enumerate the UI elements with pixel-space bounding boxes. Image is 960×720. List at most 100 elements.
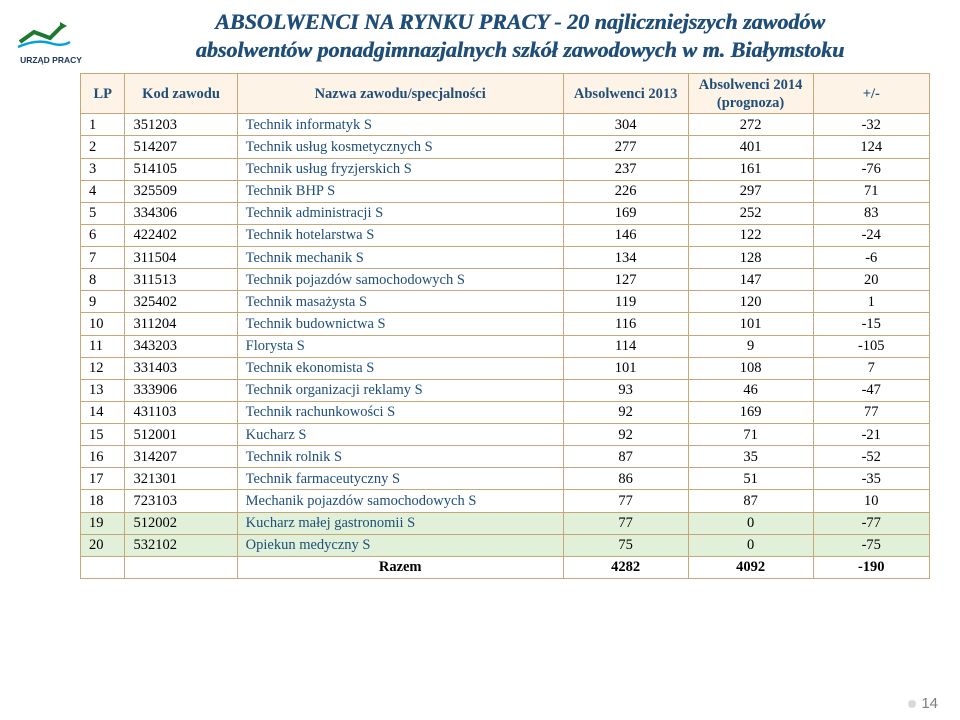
hdr-lp: LP xyxy=(81,74,125,114)
cell-code: 532102 xyxy=(125,534,237,556)
cell-delta: -32 xyxy=(813,114,929,136)
hdr-a2013: Absolwenci 2013 xyxy=(563,74,688,114)
table-row: 9325402Technik masażysta S1191201 xyxy=(81,291,930,313)
cell-code: 333906 xyxy=(125,379,237,401)
cell-lp: 1 xyxy=(81,114,125,136)
table-row: 19512002Kucharz małej gastronomii S770-7… xyxy=(81,512,930,534)
cell-total-b: 4092 xyxy=(688,556,813,578)
cell-a2014: 9 xyxy=(688,335,813,357)
table-row: 15512001Kucharz S9271-21 xyxy=(81,424,930,446)
cell-delta: -6 xyxy=(813,247,929,269)
cell-delta: -35 xyxy=(813,468,929,490)
cell-lp: 17 xyxy=(81,468,125,490)
cell-lp: 20 xyxy=(81,534,125,556)
cell-delta: -24 xyxy=(813,224,929,246)
cell-a2013: 304 xyxy=(563,114,688,136)
cell-code: 331403 xyxy=(125,357,237,379)
cell-name: Technik hotelarstwa S xyxy=(237,224,563,246)
slide-title: ABSOLWENCI NA RYNKU PRACY - 20 najliczni… xyxy=(110,8,930,63)
cell-lp: 19 xyxy=(81,512,125,534)
pagenum-bullet-icon xyxy=(908,700,916,708)
cell-lp: 5 xyxy=(81,202,125,224)
cell-a2014: 161 xyxy=(688,158,813,180)
cell-lp: 7 xyxy=(81,247,125,269)
cell-a2013: 101 xyxy=(563,357,688,379)
cell-a2014: 120 xyxy=(688,291,813,313)
table-row: 17321301Technik farmaceutyczny S8651-35 xyxy=(81,468,930,490)
cell-name: Technik budownictwa S xyxy=(237,313,563,335)
cell-total-code xyxy=(125,556,237,578)
cell-a2013: 114 xyxy=(563,335,688,357)
cell-delta: 124 xyxy=(813,136,929,158)
table-row: 20532102Opiekun medyczny S750-75 xyxy=(81,534,930,556)
cell-a2014: 128 xyxy=(688,247,813,269)
cell-lp: 4 xyxy=(81,180,125,202)
cell-lp: 15 xyxy=(81,424,125,446)
cell-code: 351203 xyxy=(125,114,237,136)
cell-lp: 8 xyxy=(81,269,125,291)
cell-code: 314207 xyxy=(125,446,237,468)
table-row: 12331403Technik ekonomista S1011087 xyxy=(81,357,930,379)
cell-lp: 13 xyxy=(81,379,125,401)
cell-name: Technik farmaceutyczny S xyxy=(237,468,563,490)
cell-name: Technik informatyk S xyxy=(237,114,563,136)
cell-a2013: 116 xyxy=(563,313,688,335)
cell-a2014: 0 xyxy=(688,534,813,556)
cell-delta: -76 xyxy=(813,158,929,180)
table-row: 8311513Technik pojazdów samochodowych S1… xyxy=(81,269,930,291)
cell-a2014: 147 xyxy=(688,269,813,291)
cell-name: Technik BHP S xyxy=(237,180,563,202)
cell-delta: -52 xyxy=(813,446,929,468)
cell-lp: 14 xyxy=(81,401,125,423)
logo-caption: URZĄD PRACY xyxy=(20,55,82,65)
cell-name: Kucharz małej gastronomii S xyxy=(237,512,563,534)
cell-a2014: 272 xyxy=(688,114,813,136)
table-body: 1351203Technik informatyk S304272-322514… xyxy=(81,114,930,579)
cell-delta: 20 xyxy=(813,269,929,291)
table-row: 10311204Technik budownictwa S116101-15 xyxy=(81,313,930,335)
cell-a2013: 75 xyxy=(563,534,688,556)
cell-a2013: 119 xyxy=(563,291,688,313)
cell-a2013: 93 xyxy=(563,379,688,401)
cell-delta: 7 xyxy=(813,357,929,379)
cell-a2013: 169 xyxy=(563,202,688,224)
cell-a2014: 0 xyxy=(688,512,813,534)
cell-a2014: 35 xyxy=(688,446,813,468)
cell-delta: -47 xyxy=(813,379,929,401)
cell-name: Mechanik pojazdów samochodowych S xyxy=(237,490,563,512)
cell-code: 512002 xyxy=(125,512,237,534)
table-header-row: LP Kod zawodu Nazwa zawodu/specjalności … xyxy=(81,74,930,114)
cell-lp: 6 xyxy=(81,224,125,246)
cell-name: Kucharz S xyxy=(237,424,563,446)
hdr-code: Kod zawodu xyxy=(125,74,237,114)
cell-a2014: 46 xyxy=(688,379,813,401)
table-row: 4325509Technik BHP S22629771 xyxy=(81,180,930,202)
cell-code: 431103 xyxy=(125,401,237,423)
cell-code: 512001 xyxy=(125,424,237,446)
cell-a2013: 237 xyxy=(563,158,688,180)
page-number: 14 xyxy=(908,695,938,712)
cell-a2013: 127 xyxy=(563,269,688,291)
cell-code: 311204 xyxy=(125,313,237,335)
cell-lp: 9 xyxy=(81,291,125,313)
cell-name: Technik ekonomista S xyxy=(237,357,563,379)
cell-delta: 10 xyxy=(813,490,929,512)
cell-total-a: 4282 xyxy=(563,556,688,578)
cell-delta: 71 xyxy=(813,180,929,202)
cell-a2013: 77 xyxy=(563,490,688,512)
cell-lp: 12 xyxy=(81,357,125,379)
cell-code: 311504 xyxy=(125,247,237,269)
table-row: 7311504Technik mechanik S134128-6 xyxy=(81,247,930,269)
table-row: 16314207Technik rolnik S8735-52 xyxy=(81,446,930,468)
cell-delta: -75 xyxy=(813,534,929,556)
cell-code: 325402 xyxy=(125,291,237,313)
title-line-2: absolwentów ponadgimnazjalnych szkół zaw… xyxy=(196,37,845,62)
title-line-1: ABSOLWENCI NA RYNKU PRACY - 20 najliczni… xyxy=(215,9,825,34)
cell-lp: 3 xyxy=(81,158,125,180)
cell-a2013: 226 xyxy=(563,180,688,202)
table-row: 14431103Technik rachunkowości S9216977 xyxy=(81,401,930,423)
cell-a2014: 169 xyxy=(688,401,813,423)
cell-delta: -21 xyxy=(813,424,929,446)
cell-name: Technik usług fryzjerskich S xyxy=(237,158,563,180)
data-table: LP Kod zawodu Nazwa zawodu/specjalności … xyxy=(80,73,930,579)
